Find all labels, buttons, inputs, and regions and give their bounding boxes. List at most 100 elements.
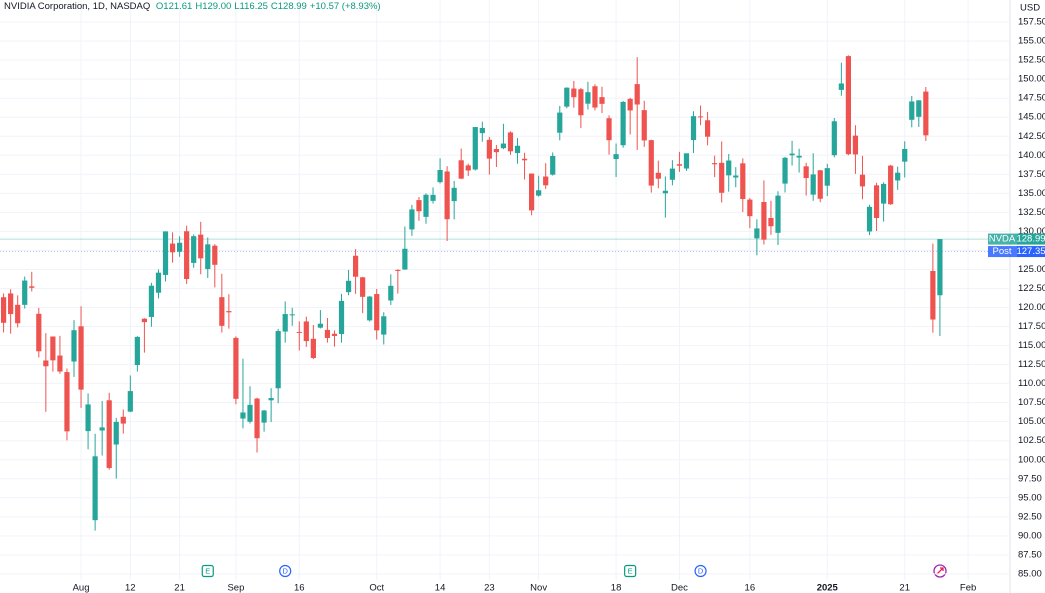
candle-body xyxy=(374,294,380,331)
candle-body xyxy=(578,89,584,116)
candle-body xyxy=(740,163,746,200)
candle-body xyxy=(268,398,274,401)
price-tag: Post 127.35 xyxy=(988,246,1045,257)
event-marker: D xyxy=(279,564,292,578)
candle-body xyxy=(895,172,901,181)
y-tick-label: 110.00 xyxy=(1018,378,1045,389)
y-tick-label: 135.00 xyxy=(1018,188,1045,199)
candle-body xyxy=(106,400,112,469)
candle-body xyxy=(472,127,478,170)
y-tick-label: 132.50 xyxy=(1018,207,1045,218)
candle-body xyxy=(240,412,246,419)
x-tick-label: 21 xyxy=(899,583,910,593)
candle-body xyxy=(733,175,739,178)
candle-body xyxy=(78,326,84,390)
event-label: D xyxy=(282,566,288,575)
candle-body xyxy=(761,202,767,240)
candle-body xyxy=(845,56,851,155)
y-tick-label: 105.00 xyxy=(1018,416,1045,427)
candle-body xyxy=(521,158,528,161)
x-tick-label: Sep xyxy=(227,583,244,593)
candle-body xyxy=(803,166,809,179)
candle-body xyxy=(261,410,267,423)
y-tick-label: 115.00 xyxy=(1018,340,1045,351)
candle-body xyxy=(719,162,725,193)
candle-body xyxy=(36,313,42,352)
x-tick-label: 16 xyxy=(294,583,305,593)
candle-body xyxy=(592,86,598,108)
candle-body xyxy=(22,280,28,305)
event-label: E xyxy=(205,566,210,575)
candle-body xyxy=(726,160,732,176)
candle-body xyxy=(479,127,485,134)
candle-body xyxy=(796,155,802,158)
candle-body xyxy=(930,270,936,320)
candle-body xyxy=(902,148,908,162)
candle-body xyxy=(388,285,394,301)
candle-body xyxy=(585,92,591,104)
candle-body xyxy=(747,199,753,217)
candle-body xyxy=(486,139,492,159)
candle-body xyxy=(838,83,844,90)
y-tick-label: 87.50 xyxy=(1018,549,1042,560)
y-tick-label: 155.00 xyxy=(1018,36,1045,47)
candle-body xyxy=(873,185,880,218)
price-tag-name: Post xyxy=(992,246,1011,257)
y-tick-label: 122.50 xyxy=(1018,283,1045,294)
candle-body xyxy=(606,118,612,141)
y-tick-label: 147.50 xyxy=(1018,93,1045,104)
candle-body xyxy=(881,183,887,204)
event-badge xyxy=(624,564,637,578)
candle-body xyxy=(345,280,352,293)
candle-body xyxy=(599,97,605,104)
price-tag-value: 128.99 xyxy=(1016,234,1045,245)
candle-body xyxy=(712,163,718,165)
y-tick-label: 120.00 xyxy=(1018,302,1045,313)
candle-body xyxy=(1,297,7,323)
candle-body xyxy=(824,168,830,186)
y-tick-label: 140.00 xyxy=(1018,150,1045,161)
candle-body xyxy=(451,187,457,202)
candle-body xyxy=(219,297,225,326)
candle-body xyxy=(754,228,760,239)
price-tag-name-bg xyxy=(988,233,1017,245)
price-tag-value-bg xyxy=(1017,246,1045,258)
candle-body xyxy=(191,236,197,263)
candle-body xyxy=(507,132,514,152)
candle-body xyxy=(177,242,183,252)
candle-body xyxy=(275,331,281,389)
candle-body xyxy=(50,336,56,361)
candle-body xyxy=(641,110,647,141)
x-tick-label: 23 xyxy=(484,583,495,593)
candle-body xyxy=(683,153,690,169)
x-tick-label: Aug xyxy=(73,583,90,593)
candle-body xyxy=(212,245,218,265)
ohlc-value: O121.61 xyxy=(155,1,193,12)
candle-body xyxy=(613,154,619,160)
candle-body xyxy=(697,116,704,118)
candle-body xyxy=(409,209,415,230)
symbol-header: NVIDIA Corporation, 1D, NASDAQ O121.61 H1… xyxy=(4,1,381,12)
candle-body xyxy=(353,255,359,277)
candle-body xyxy=(655,172,661,179)
y-tick-label: 102.50 xyxy=(1018,435,1045,446)
ohlc-value: L116.25 xyxy=(234,1,268,12)
candle-body xyxy=(8,293,14,315)
candle-body xyxy=(43,360,49,367)
event-marker: E xyxy=(624,564,637,578)
candle-body xyxy=(99,427,105,431)
candle-body xyxy=(423,194,429,217)
candle-body xyxy=(233,337,239,399)
y-tick-label: 152.50 xyxy=(1018,55,1045,66)
candle-body xyxy=(198,234,204,259)
candle-body xyxy=(627,98,633,111)
event-badge xyxy=(201,564,214,578)
candle-body xyxy=(331,333,338,336)
candle-body xyxy=(184,231,190,280)
candle-body xyxy=(296,331,302,333)
candle-body xyxy=(669,168,675,180)
candle-body xyxy=(810,174,816,195)
x-tick-label: Oct xyxy=(369,583,384,593)
